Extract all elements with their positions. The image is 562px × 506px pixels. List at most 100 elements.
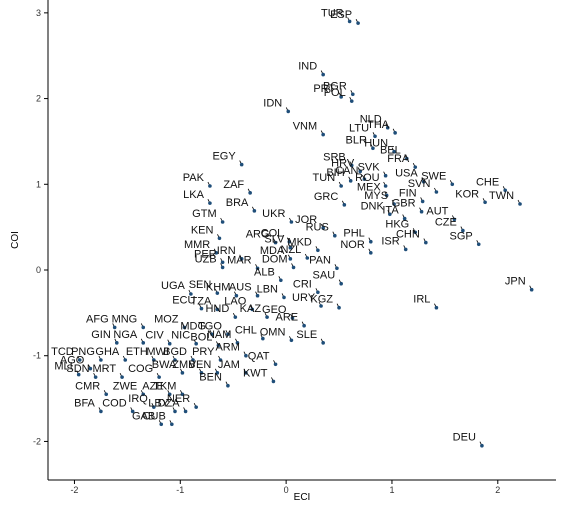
label-PRY: PRY: [192, 346, 215, 358]
label-ITA: ITA: [382, 205, 399, 217]
label-IRQ: IRQ: [128, 393, 148, 405]
label-UGA: UGA: [161, 280, 186, 292]
point-SWE: [450, 182, 455, 187]
label-IRL: IRL: [413, 294, 430, 306]
label-MRT: MRT: [92, 363, 116, 375]
label-SRB: SRB: [323, 151, 346, 163]
label-HUN: HUN: [364, 138, 388, 150]
point-ETH: [152, 358, 156, 362]
label-KGZ: KGZ: [310, 294, 333, 306]
label-LAO: LAO: [224, 295, 246, 307]
label-QAT: QAT: [248, 350, 270, 362]
label-GEO: GEO: [262, 304, 287, 316]
label-SAU: SAU: [313, 270, 336, 282]
label-SLV: SLV: [264, 234, 285, 246]
label-AUS: AUS: [229, 282, 252, 294]
point-DNK: [388, 212, 392, 217]
point-GRC: [342, 203, 347, 207]
label-FIN: FIN: [399, 187, 417, 199]
point-SGP: [476, 242, 481, 247]
point-MDG: [210, 332, 214, 337]
point-TWN: [518, 202, 522, 206]
point-GTM: [220, 220, 225, 224]
point-MDA: [288, 257, 293, 261]
point-JOR: [321, 226, 325, 230]
label-FRA: FRA: [387, 153, 410, 165]
label-GBR: GBR: [392, 198, 416, 210]
point-ZAF: [248, 191, 252, 195]
point-MMR: [214, 251, 219, 255]
label-CMR: CMR: [75, 380, 100, 392]
point-COG: [157, 375, 161, 379]
label-CRI: CRI: [293, 278, 312, 290]
point-DOM: [291, 265, 296, 270]
point-TUN: [339, 184, 343, 188]
point-NAM: [235, 341, 240, 345]
point-QAT: [273, 362, 278, 367]
point-NGA: [141, 341, 146, 345]
point-BOL: [216, 343, 221, 348]
label-RUS: RUS: [306, 222, 329, 234]
point-SEN: [215, 291, 220, 295]
label-ARE: ARE: [275, 312, 298, 324]
point-NOR: [368, 251, 373, 255]
label-BIH: BIH: [326, 167, 344, 179]
point-UZB: [220, 265, 225, 270]
point-USA: [421, 179, 426, 184]
label-BWA: BWA: [152, 359, 177, 371]
label-LBN: LBN: [257, 283, 278, 295]
point-TUR: [347, 19, 352, 24]
point-PAK: [208, 184, 212, 188]
point-UGA: [189, 292, 193, 296]
label-ECU: ECU: [172, 295, 195, 307]
y-tick-label: 2: [36, 94, 41, 104]
label-AUT: AUT: [426, 205, 448, 217]
point-ESP: [356, 21, 360, 25]
point-HUN: [392, 149, 396, 154]
label-BEL: BEL: [380, 145, 401, 157]
label-COG: COG: [128, 363, 153, 375]
point-ALB: [279, 278, 283, 283]
point-MWI: [173, 358, 177, 362]
point-BEL: [404, 156, 409, 161]
point-LTU: [373, 134, 377, 139]
label-BOL: BOL: [190, 331, 212, 343]
point-CHN: [424, 240, 428, 245]
label-SGP: SGP: [450, 230, 473, 242]
point-PRT: [339, 95, 343, 99]
label-GAB: GAB: [132, 410, 155, 422]
label-BEN: BEN: [199, 372, 222, 384]
point-BIH: [348, 179, 353, 183]
point-THA: [393, 131, 397, 135]
point-URY: [319, 304, 323, 308]
point-FIN: [420, 199, 425, 204]
label-KOR: KOR: [455, 188, 479, 200]
y-tick-label: -2: [33, 436, 41, 446]
point-CIV: [167, 341, 172, 346]
label-TUR: TUR: [321, 7, 344, 19]
label-TUN: TUN: [313, 172, 336, 184]
point-HRV: [358, 169, 363, 174]
label-TCD: TCD: [51, 346, 74, 358]
data-points: [76, 19, 534, 448]
x-tick-label: 1: [389, 485, 394, 495]
point-VEN: [215, 371, 220, 375]
label-NER: NER: [167, 393, 190, 405]
label-MAR: MAR: [227, 254, 252, 266]
point-AZE: [167, 392, 172, 397]
point-CUB: [170, 422, 174, 427]
label-ZMB: ZMB: [172, 359, 195, 371]
point-SDN: [93, 375, 98, 379]
label-CUB: CUB: [143, 410, 166, 422]
label-ESP: ESP: [330, 9, 352, 21]
label-TWN: TWN: [489, 190, 514, 202]
point-AUS: [255, 293, 260, 298]
point-SVN: [434, 190, 439, 194]
label-BLR: BLR: [346, 134, 367, 146]
point-PNG: [99, 358, 103, 362]
label-BGR: BGR: [323, 80, 347, 92]
label-ZAF: ZAF: [223, 179, 244, 191]
point-GIN: [114, 341, 119, 345]
label-NOR: NOR: [340, 239, 365, 251]
